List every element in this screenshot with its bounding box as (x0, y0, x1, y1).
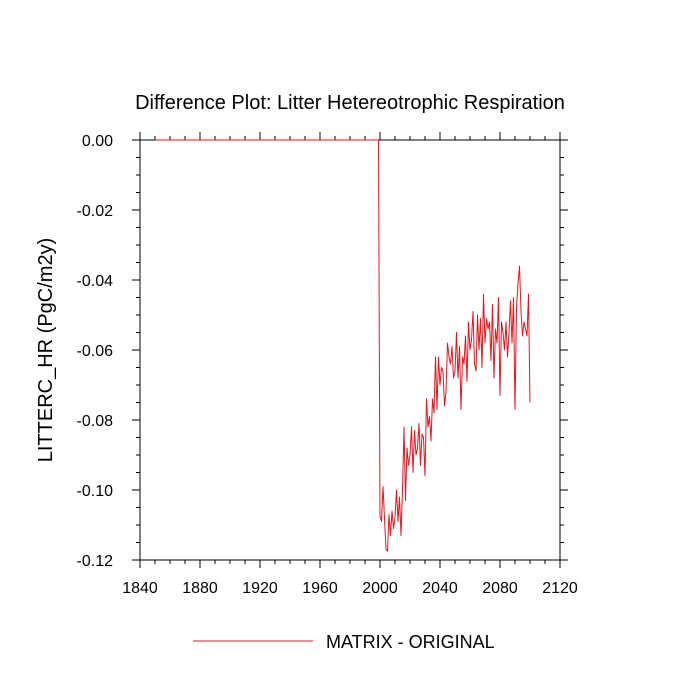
x-tick-label: 1840 (122, 580, 158, 597)
x-tick-label: 1880 (182, 580, 218, 597)
y-tick-label: -0.08 (77, 413, 114, 430)
chart-title: Difference Plot: Litter Hetereotrophic R… (135, 92, 565, 114)
x-tick-label: 2080 (482, 580, 518, 597)
plot-area: 1840 1880 1920 1960 2000 2040 2080 2120 0.00 -0.0… (77, 132, 578, 597)
y-tick-label: -0.04 (77, 273, 114, 290)
y-tick-label: 0.00 (82, 133, 113, 150)
legend-label: MATRIX - ORIGINAL (326, 632, 495, 652)
y-tick-label: -0.12 (77, 553, 114, 570)
legend: MATRIX - ORIGINAL (193, 632, 495, 652)
x-tick-label: 1960 (302, 580, 338, 597)
x-tick-label: 2040 (422, 580, 458, 597)
x-tick-label: 1920 (242, 580, 278, 597)
series-line (155, 139, 531, 552)
y-tick-label: -0.10 (77, 483, 114, 500)
plot-frame (139, 139, 561, 561)
x-tick-label: 2120 (542, 580, 578, 597)
y-tick-label: -0.02 (77, 203, 114, 220)
y-tick-label: -0.06 (77, 343, 114, 360)
y-axis-label: LITTERC_HR (PgC/m2y) (35, 238, 57, 462)
x-tick-label: 2000 (362, 580, 398, 597)
